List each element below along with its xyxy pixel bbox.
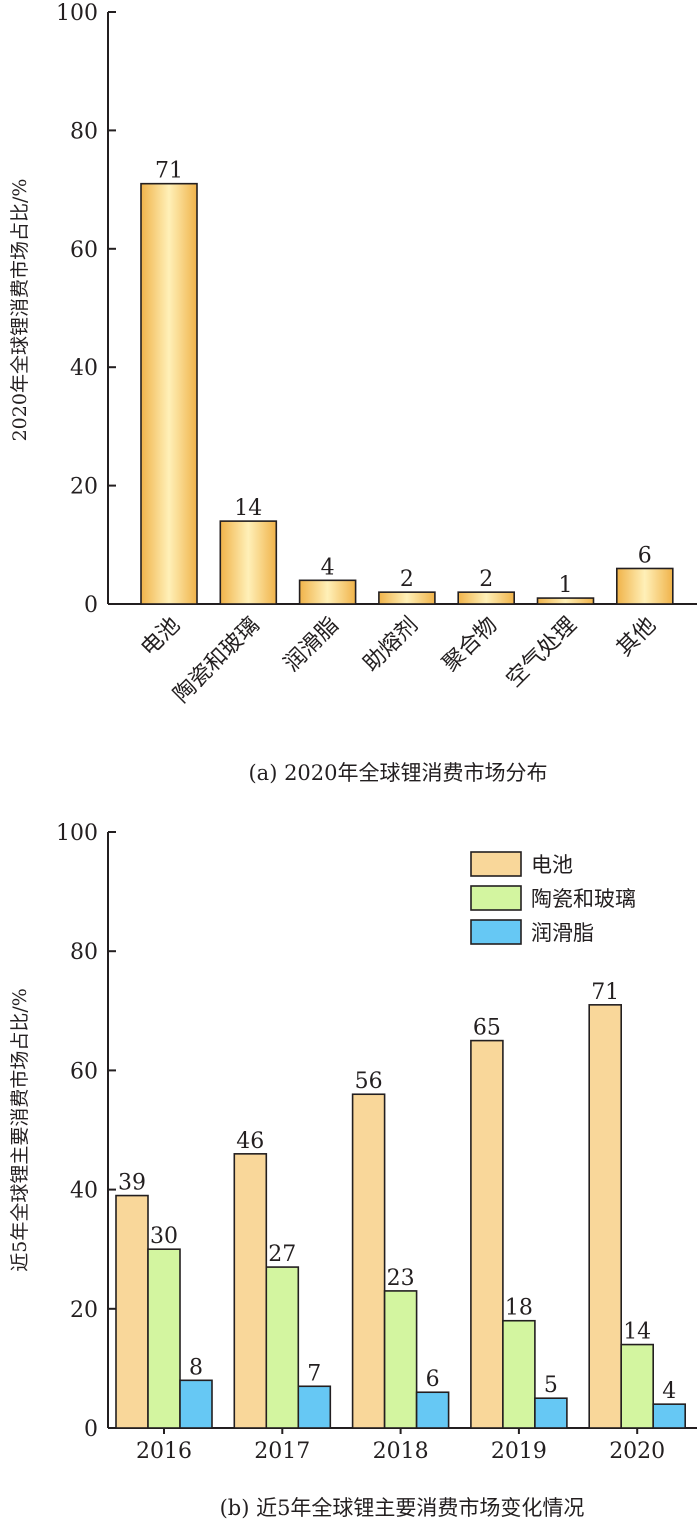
chart-b-legend-label: 陶瓷和玻璃 <box>531 887 636 911</box>
chart-a-data-label: 71 <box>155 159 183 184</box>
chart-b-data-label: 65 <box>473 1016 501 1041</box>
chart-b-data-label: 23 <box>387 1266 415 1291</box>
chart-b-data-label: 8 <box>189 1355 203 1380</box>
chart-a-data-label: 4 <box>321 555 335 580</box>
chart-a-bar <box>219 520 278 605</box>
chart-b: 0 20 40 60 80 100 39 30 8 46 27 7 56 23 6 65 18 5 71 14 4 2… <box>9 821 697 1520</box>
chart-b-legend-label: 电池 <box>531 853 573 877</box>
chart-b-bars <box>115 1004 687 1429</box>
chart-b-y-tick-label: 80 <box>70 940 98 965</box>
chart-b-data-label: 4 <box>662 1379 676 1404</box>
chart-b-y-axis-label: 近5年全球锂主要消费市场占比/% <box>9 988 31 1272</box>
chart-a-bar <box>140 182 198 605</box>
chart-a-y-tick-label: 0 <box>84 593 98 618</box>
chart-b-bar <box>351 1093 386 1429</box>
chart-a-y-axis-label: 2020年全球锂消费市场占比/% <box>9 179 31 442</box>
chart-b-legend-label: 润滑脂 <box>531 921 594 945</box>
chart-a-category-label: 聚合物 <box>438 613 502 677</box>
chart-b-data-label: 39 <box>118 1171 146 1196</box>
chart-b-bar <box>588 1004 623 1429</box>
chart-a-y-tick-label: 20 <box>70 475 98 500</box>
chart-a-bar <box>615 567 674 605</box>
chart-a-y-axis: 0 20 40 60 80 100 <box>56 1 697 618</box>
chart-a-data-label: 2 <box>400 567 414 592</box>
chart-a-category-label: 其他 <box>612 613 661 662</box>
chart-b-bar <box>233 1153 268 1429</box>
chart-b-bar <box>179 1379 213 1429</box>
chart-b-bar <box>415 1391 450 1429</box>
chart-a-bar <box>378 591 436 605</box>
chart-b-caption: (b) 近5年全球锂主要消费市场变化情况 <box>220 1496 585 1520</box>
chart-a-bar <box>536 597 595 605</box>
chart-b-y-tick-label: 40 <box>70 1179 98 1204</box>
chart-b-bar <box>534 1397 568 1429</box>
chart-b-category-labels: 2016 2017 2018 2019 2020 <box>136 1428 665 1464</box>
chart-b-data-label: 27 <box>268 1242 296 1267</box>
chart-a-y-tick-label: 60 <box>70 238 98 263</box>
chart-b-bar <box>502 1319 536 1429</box>
chart-b-bar <box>620 1343 655 1429</box>
chart-b-data-label: 56 <box>355 1069 383 1094</box>
chart-b-bar <box>265 1266 300 1429</box>
chart-a-category-label: 电池 <box>136 613 185 662</box>
chart-b-bar <box>115 1194 149 1429</box>
chart-b-bar <box>147 1248 181 1429</box>
chart-a-data-label: 1 <box>559 573 573 598</box>
chart-b-legend-swatch <box>470 885 522 911</box>
chart-a: 0 20 40 60 80 100 71 14 4 2 2 1 6 电池陶瓷和玻璃 润滑脂 助熔剂 聚合物空… <box>9 1 697 785</box>
chart-b-data-label: 5 <box>544 1373 558 1398</box>
chart-b-data-label: 18 <box>505 1296 533 1321</box>
chart-b-category-label: 2016 <box>136 1439 192 1464</box>
chart-b-y-tick-label: 20 <box>70 1298 98 1323</box>
chart-a-data-label: 2 <box>479 567 493 592</box>
chart-b-legend-swatch <box>470 919 522 945</box>
chart-a-y-tick-label: 100 <box>56 1 98 26</box>
chart-b-y-tick-label: 0 <box>84 1417 98 1442</box>
chart-b-y-tick-label: 60 <box>70 1059 98 1084</box>
chart-b-bar <box>652 1403 687 1429</box>
chart-a-data-label: 6 <box>638 543 652 568</box>
chart-b-legend-swatch <box>470 851 522 877</box>
chart-b-bar <box>297 1385 332 1429</box>
chart-b-data-label: 14 <box>623 1320 651 1345</box>
chart-b-category-label: 2020 <box>609 1439 665 1464</box>
chart-b-bar <box>383 1290 418 1429</box>
chart-b-category-label: 2017 <box>254 1439 310 1464</box>
chart-a-caption: (a) 2020年全球锂消费市场分布 <box>248 761 547 785</box>
chart-b-category-label: 2019 <box>491 1439 547 1464</box>
chart-a-data-labels: 71 14 4 2 2 1 6 <box>155 159 652 598</box>
chart-b-y-tick-label: 100 <box>56 821 98 846</box>
chart-a-category-label: 助熔剂 <box>359 613 423 677</box>
chart-a-category-label: 润滑脂 <box>279 613 343 677</box>
chart-a-bar <box>298 579 357 605</box>
chart-b-category-label: 2018 <box>373 1439 429 1464</box>
chart-b-data-label: 6 <box>426 1367 440 1392</box>
chart-a-y-tick-label: 40 <box>70 356 98 381</box>
chart-b-data-labels: 39 30 8 46 27 7 56 23 6 65 18 5 71 14 4 <box>118 980 676 1404</box>
chart-b-bar <box>470 1039 504 1429</box>
chart-a-bars <box>140 182 674 605</box>
chart-b-data-label: 71 <box>591 980 619 1005</box>
chart-a-category-label: 陶瓷和玻璃 <box>169 613 264 708</box>
chart-b-data-label: 30 <box>150 1224 178 1249</box>
chart-a-category-label: 空气处理 <box>502 613 582 693</box>
chart-a-y-tick-label: 80 <box>70 119 98 144</box>
chart-a-data-label: 14 <box>234 496 262 521</box>
chart-a-bar <box>457 591 516 605</box>
chart-b-data-label: 7 <box>307 1361 321 1386</box>
chart-b-data-label: 46 <box>236 1129 264 1154</box>
